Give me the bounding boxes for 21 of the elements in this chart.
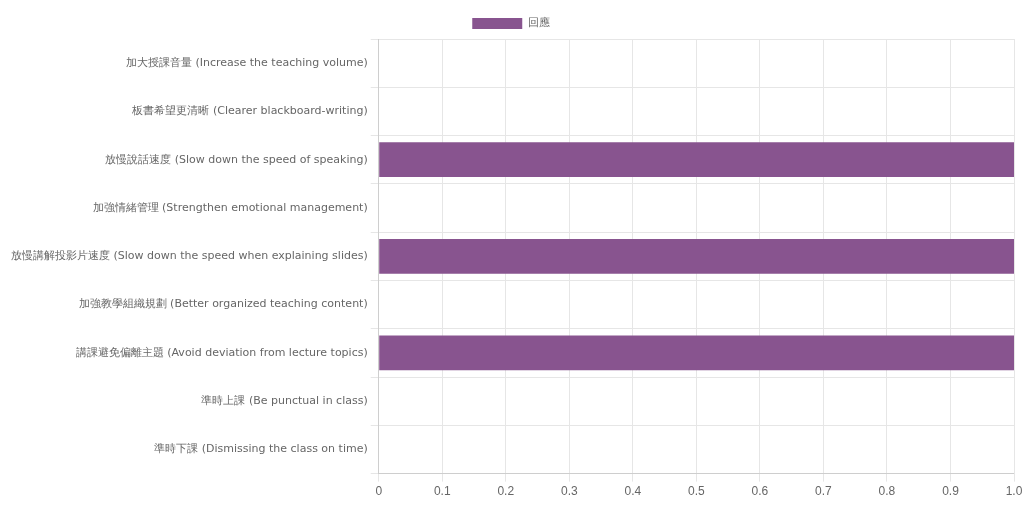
y-tick-label: 準時上課 (Be punctual in class)	[201, 394, 368, 408]
x-tick-label: 0.5	[688, 484, 706, 499]
y-tick-label: 加強情緒管理 (Strengthen emotional management)	[92, 200, 368, 214]
x-tick-label: 0.1	[433, 484, 451, 499]
y-tick-label: 加強教學組織規劃 (Better organized teaching content)	[78, 297, 368, 311]
x-tick-label: 0.8	[878, 484, 896, 499]
y-tick-label: 加大授課音量 (Increase the teaching volume)	[125, 56, 368, 69]
y-tick-label: 放慢說話速度 (Slow down the speed of speaking)	[105, 152, 368, 166]
y-tick-label: 板書希望更清晰 (Clearer blackboard-writing)	[131, 104, 368, 118]
y-tick-label: 講課避免偏離主題 (Avoid deviation from lecture topics)	[75, 345, 368, 359]
y-tick-label: 準時下課 (Dismissing the class on time)	[154, 442, 368, 456]
x-tick-label: 0.9	[942, 484, 960, 499]
legend-label: 回應	[527, 16, 550, 30]
x-tick-label: 0.7	[815, 484, 833, 499]
x-tick-label: 0.2	[497, 484, 515, 499]
x-tick-label: 1.0	[1005, 484, 1023, 499]
x-tick-label: 0.6	[751, 484, 769, 499]
x-tick-label: 0.3	[560, 484, 578, 499]
x-tick-label: 0	[375, 484, 383, 499]
x-tick-label: 0.4	[624, 484, 642, 499]
y-tick-label: 放慢講解投影片速度 (Slow down the speed when explaining slides)	[10, 249, 368, 263]
